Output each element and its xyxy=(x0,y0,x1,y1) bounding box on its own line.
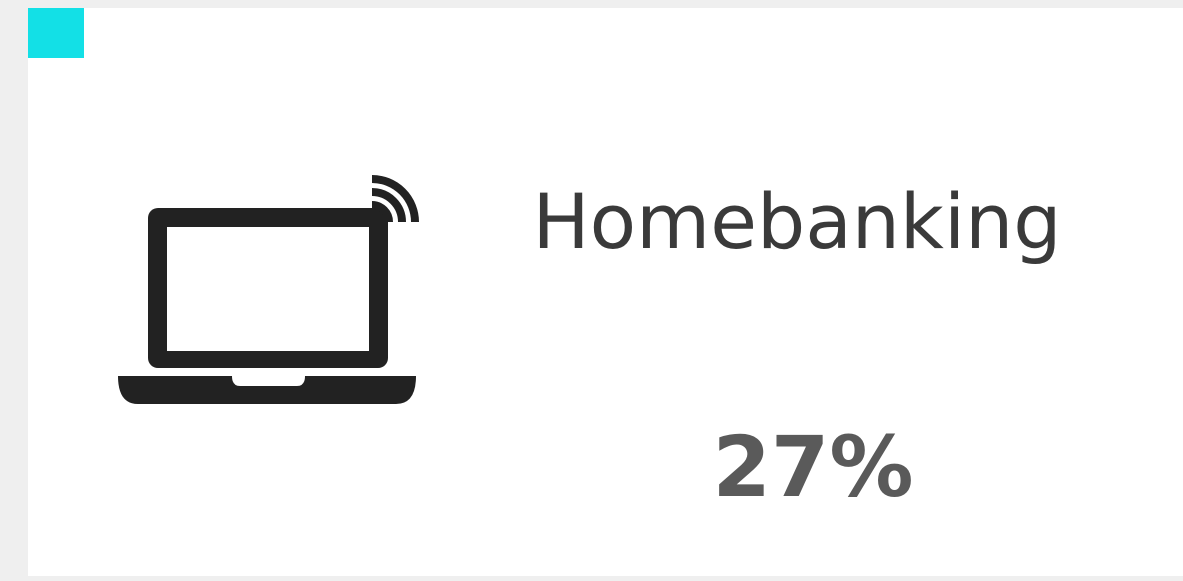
accent-square xyxy=(28,8,84,58)
card-value: 27% xyxy=(712,418,914,516)
laptop-screen xyxy=(167,227,369,351)
wifi-signal xyxy=(371,175,419,223)
card-title: Homebanking xyxy=(532,177,1062,266)
laptop-notch xyxy=(232,376,305,386)
laptop-base xyxy=(118,376,416,404)
